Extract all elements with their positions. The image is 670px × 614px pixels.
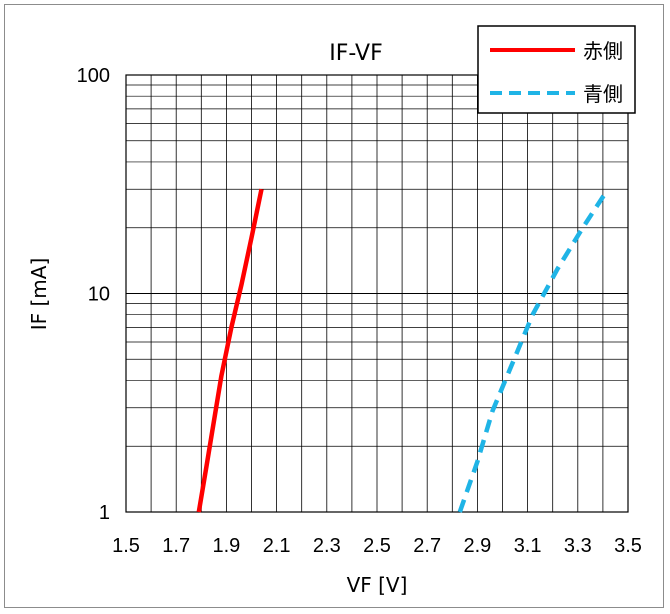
y-axis-label: IF [mA] (27, 258, 51, 331)
chart-title: IF-VF (329, 41, 383, 66)
tick-labels: 1.5 1.7 1.9 2.1 2.3 2.5 2.7 2.9 3.1 3.3 3.5 1 10 100 (77, 65, 642, 557)
x-tick-label: 2.1 (263, 535, 291, 557)
plot-area-border (125, 74, 629, 513)
x-tick-label: 3.1 (514, 535, 542, 557)
x-tick-label: 3.5 (614, 535, 642, 557)
legend: 赤側 青側 (477, 25, 636, 114)
x-axis-label: VF [V] (347, 573, 408, 597)
x-tick-label: 2.3 (313, 535, 341, 557)
series-line-red (196, 188, 264, 513)
x-tick-label: 2.9 (463, 535, 491, 557)
y-tick-label: 10 (88, 284, 110, 306)
legend-box (477, 25, 636, 114)
y-tick-label: 100 (77, 65, 110, 87)
x-tick-label: 2.5 (363, 535, 391, 557)
x-tick-label: 2.7 (413, 535, 441, 557)
series (196, 187, 610, 513)
legend-label-red: 赤側 (583, 39, 623, 63)
x-tick-label: 1.5 (112, 535, 140, 557)
x-tick-label: 1.7 (162, 535, 190, 557)
y-tick-label: 1 (99, 502, 110, 524)
series-line-blue (457, 187, 610, 513)
x-tick-label: 1.9 (212, 535, 240, 557)
x-tick-label: 3.3 (564, 535, 592, 557)
legend-label-blue: 青側 (583, 82, 623, 106)
grid (125, 74, 629, 513)
